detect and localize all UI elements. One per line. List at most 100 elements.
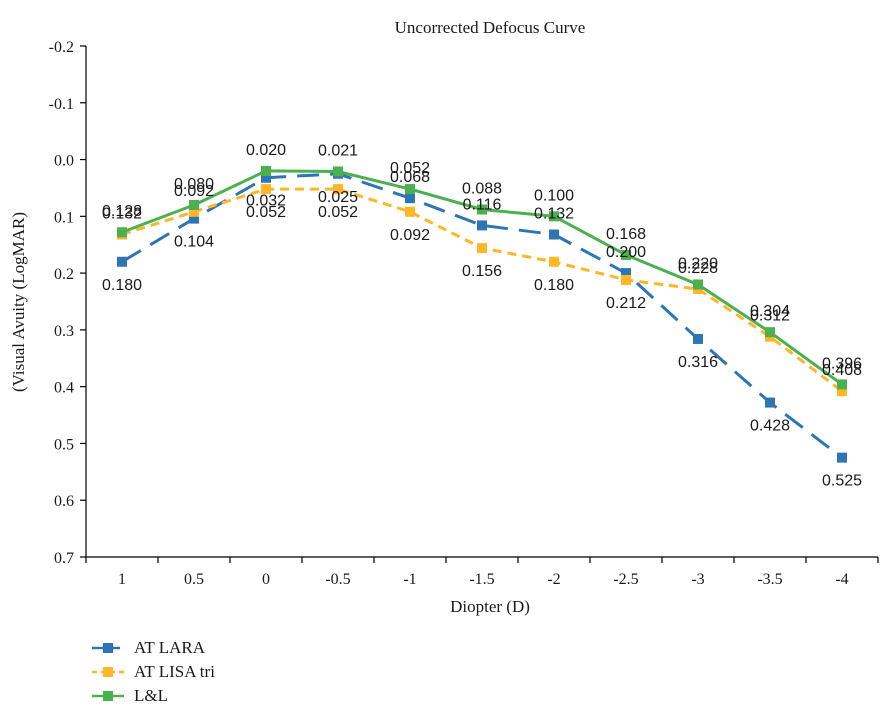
data-point-l-and-l: [765, 327, 775, 338]
x-tick-label: 0.5: [184, 571, 204, 588]
y-tick-label: 0.0: [54, 153, 74, 170]
data-label-at-lisa-tri: 0.132: [102, 206, 142, 223]
x-tick-label: -2: [547, 571, 560, 588]
x-tick-label: -2.5: [613, 571, 638, 588]
data-label-at-lara: 0.116: [463, 196, 502, 213]
legend: AT LARA AT LISA tri L&L: [92, 636, 215, 708]
x-tick-label: 1: [118, 571, 126, 588]
legend-item-l-and-l: L&L: [92, 684, 215, 708]
data-point-at-lisa-tri: [333, 184, 343, 195]
data-label-at-lara: 0.316: [678, 354, 718, 371]
data-label-l-and-l: 0.052: [390, 160, 430, 177]
data-point-l-and-l: [261, 165, 271, 176]
data-label-at-lisa-tri: 0.052: [318, 204, 358, 221]
data-point-at-lara: [837, 452, 847, 463]
y-tick-label: 0.1: [54, 209, 74, 226]
data-point-at-lara: [693, 333, 703, 344]
series-line-at-lara: [121, 172, 843, 459]
data-label-at-lara: 0.180: [102, 277, 142, 294]
data-label-l-and-l: 0.220: [678, 255, 718, 272]
data-point-l-and-l: [189, 199, 199, 210]
data-label-at-lara: 0.200: [606, 244, 646, 261]
legend-swatch-l-and-l: [92, 691, 124, 701]
data-point-at-lisa-tri: [405, 206, 415, 217]
data-label-at-lisa-tri: 0.092: [390, 227, 430, 244]
x-tick-label: -3: [691, 571, 704, 588]
data-point-l-and-l: [837, 379, 847, 390]
x-tick-label: -3.5: [757, 571, 782, 588]
data-point-l-and-l: [333, 166, 343, 177]
data-label-at-lisa-tri: 0.156: [462, 263, 502, 280]
data-point-at-lisa-tri: [837, 386, 847, 397]
data-label-at-lisa-tri: 0.092: [174, 183, 214, 200]
data-label-l-and-l: 0.080: [174, 176, 214, 193]
legend-swatch-at-lisa-tri: [92, 667, 124, 677]
data-point-l-and-l: [621, 249, 631, 260]
data-label-at-lisa-tri: 0.228: [678, 260, 718, 277]
data-point-l-and-l: [549, 211, 559, 222]
legend-item-at-lisa-tri: AT LISA tri: [92, 660, 215, 684]
legend-marker: [103, 643, 113, 653]
data-label-at-lisa-tri: 0.408: [822, 362, 862, 379]
data-labels: 0.180 0.104 0.032 0.025 0.068 0.116 0.132 0.200…: [102, 142, 862, 490]
data-label-at-lara: 0.032: [246, 193, 286, 210]
x-tick-label: -0.5: [325, 571, 350, 588]
data-point-at-lisa-tri: [477, 243, 487, 254]
data-point-at-lisa-tri: [549, 256, 559, 267]
y-tick-label: 0.2: [54, 266, 74, 283]
data-point-at-lara: [765, 397, 775, 408]
data-label-at-lisa-tri: 0.212: [606, 295, 646, 312]
x-axis-label: Diopter (D): [450, 597, 530, 616]
legend-label: AT LARA: [134, 638, 205, 657]
y-tick-label: 0.3: [54, 323, 74, 340]
data-label-at-lara: 0.068: [390, 169, 430, 186]
x-tick-label: -1: [403, 571, 416, 588]
x-tick-label: -1.5: [469, 571, 494, 588]
y-tick-label: -0.2: [49, 39, 74, 56]
legend-marker: [103, 691, 113, 701]
x-tick-label: -4: [835, 571, 848, 588]
series-markers: [117, 165, 847, 463]
data-label-at-lara: 0.132: [534, 206, 574, 223]
series-line-at-lisa-tri: [121, 187, 843, 393]
chart-title: Uncorrected Defocus Curve: [395, 18, 586, 37]
data-label-l-and-l: 0.020: [246, 142, 286, 159]
data-label-l-and-l: 0.128: [102, 203, 142, 220]
y-tick-label: -0.1: [49, 96, 74, 113]
y-tick-label: 0.5: [54, 436, 74, 453]
data-label-l-and-l: 0.168: [606, 226, 646, 243]
data-label-at-lara: 0.525: [822, 473, 862, 490]
y-tick-label: 0.6: [54, 493, 74, 510]
y-tick-label: 0.7: [54, 550, 74, 567]
data-point-l-and-l: [477, 204, 487, 215]
data-label-at-lara: 0.025: [318, 189, 358, 206]
legend-item-at-lara: AT LARA: [92, 636, 215, 660]
legend-label: AT LISA tri: [134, 662, 215, 681]
data-point-at-lara: [549, 229, 559, 240]
data-point-l-and-l: [405, 184, 415, 195]
data-point-at-lara: [405, 193, 415, 204]
data-point-at-lara: [117, 256, 127, 267]
y-axis-label: (Visual Avuity (LogMAR): [9, 212, 28, 392]
data-label-l-and-l: 0.088: [462, 181, 502, 198]
legend-marker: [103, 667, 113, 677]
data-label-l-and-l: 0.304: [750, 303, 790, 320]
data-label-at-lisa-tri: 0.312: [750, 308, 790, 325]
data-point-at-lisa-tri: [261, 184, 271, 195]
data-label-at-lara: 0.104: [174, 234, 214, 251]
data-point-l-and-l: [117, 227, 127, 238]
data-point-at-lara: [261, 172, 271, 183]
data-point-at-lisa-tri: [621, 274, 631, 285]
data-point-l-and-l: [693, 279, 703, 290]
data-label-l-and-l: 0.100: [534, 187, 574, 204]
axes: -0.2 -0.1 0.0 0.1 0.2 0.3 0.4 0.5 0.6 0.7 1 0.5 0 -0.…: [49, 39, 879, 588]
data-point-at-lara: [477, 220, 487, 231]
data-point-at-lisa-tri: [189, 206, 199, 217]
x-tick-label: 0: [262, 571, 270, 588]
legend-swatch-at-lara: [92, 643, 124, 653]
legend-label: L&L: [134, 686, 168, 705]
data-point-at-lara: [189, 213, 199, 224]
data-label-at-lisa-tri: 0.052: [246, 204, 286, 221]
data-label-l-and-l: 0.396: [822, 355, 862, 372]
